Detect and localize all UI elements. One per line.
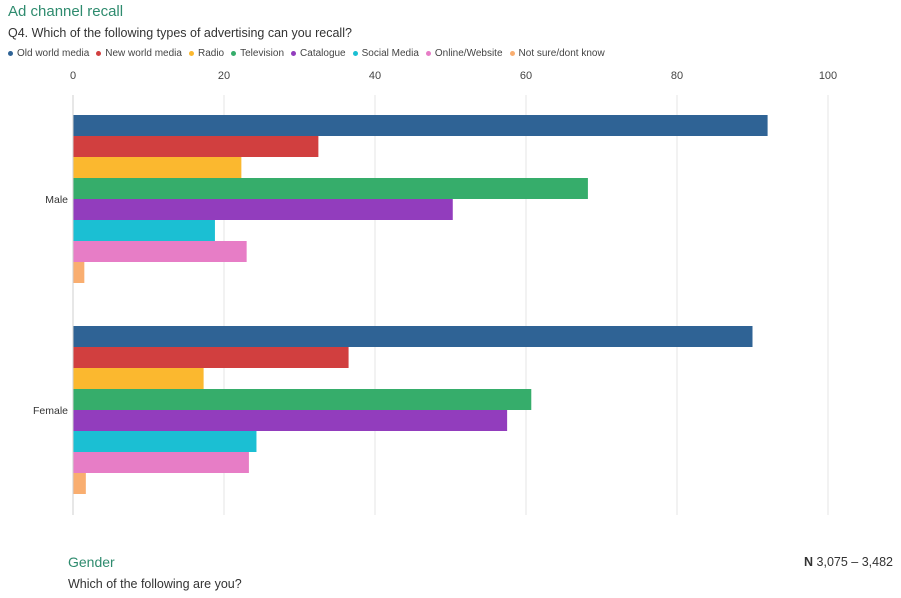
legend-item[interactable]: Not sure/dont know: [509, 48, 605, 59]
bar: [73, 241, 247, 262]
legend-swatch: [96, 51, 102, 56]
bar: [73, 220, 215, 241]
legend-label: Catalogue: [300, 48, 346, 59]
bar: [73, 431, 257, 452]
sample-size: N 3,075 – 3,482: [804, 555, 893, 569]
category-label: Male: [45, 194, 68, 206]
x-tick-label: 60: [520, 70, 532, 82]
footer-title: Gender: [68, 554, 115, 570]
bar: [73, 452, 249, 473]
legend-item[interactable]: Television: [231, 48, 284, 59]
sample-size-value: 3,075 – 3,482: [816, 555, 893, 569]
footer-subtitle: Which of the following are you?: [68, 577, 242, 591]
x-tick-label: 40: [369, 70, 381, 82]
bar: [73, 178, 588, 199]
legend-label: Radio: [197, 48, 225, 59]
x-tick-label: 80: [671, 70, 683, 82]
bar: [73, 473, 86, 494]
x-tick-label: 20: [218, 70, 230, 82]
chart-title: Ad channel recall: [8, 3, 124, 20]
legend-swatch: [291, 51, 297, 56]
legend-swatch: [231, 51, 237, 56]
x-tick-label: 0: [70, 70, 76, 82]
legend-swatch: [352, 51, 358, 56]
bar: [73, 115, 768, 136]
legend-item[interactable]: New world media: [96, 48, 182, 59]
legend-swatch: [188, 51, 194, 56]
legend-item[interactable]: Social Media: [352, 48, 419, 59]
legend-label: Old world media: [17, 48, 90, 59]
legend-item[interactable]: Old world media: [8, 48, 89, 59]
bar: [73, 347, 349, 368]
bar: [73, 136, 319, 157]
bar: [73, 368, 204, 389]
legend: Old world media New world media Radio Telev…: [8, 48, 605, 59]
legend-swatch: [8, 51, 13, 56]
legend-label: Television: [240, 48, 285, 59]
chart-subtitle: Q4. Which of the following types of adve…: [8, 26, 352, 40]
bar: [73, 262, 85, 283]
legend-swatch: [425, 51, 431, 56]
x-tick-label: 100: [819, 70, 837, 82]
legend-label: Not sure/dont know: [518, 48, 605, 59]
sample-size-label: N: [804, 555, 814, 569]
legend-item[interactable]: Radio: [188, 48, 225, 59]
legend-label: Online/Website: [434, 48, 503, 59]
legend-item[interactable]: Online/Website: [425, 48, 503, 59]
bar: [73, 410, 508, 431]
legend-label: New world media: [105, 48, 182, 59]
bar: [73, 326, 753, 347]
legend-swatch: [509, 51, 515, 56]
bar: [73, 199, 453, 220]
legend-label: Social Media: [361, 48, 419, 59]
bar: [73, 157, 242, 178]
bar: [73, 389, 532, 410]
category-label: Female: [33, 405, 68, 417]
legend-item[interactable]: Catalogue: [291, 48, 346, 59]
